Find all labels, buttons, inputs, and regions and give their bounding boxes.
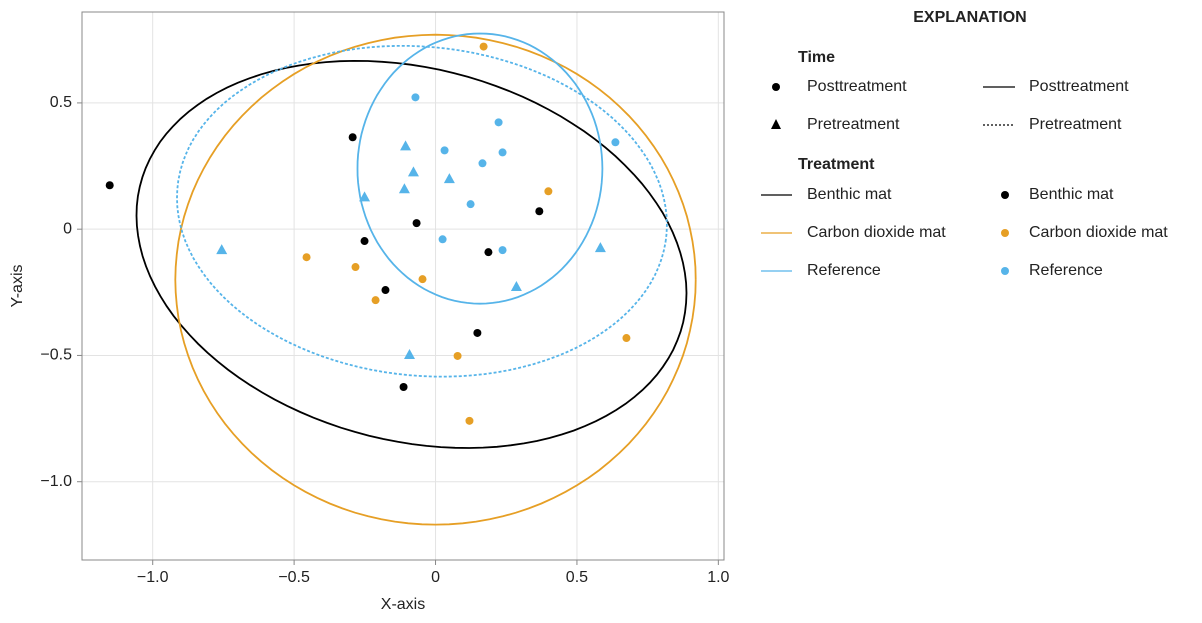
point: [544, 187, 553, 196]
legend-label: Benthic mat: [1029, 186, 1114, 203]
point: [611, 138, 620, 147]
legend-label: Reference: [807, 262, 881, 279]
triangle-marker: [398, 183, 410, 194]
legend-marker: [771, 119, 781, 129]
y-tick-label: −0.5: [40, 347, 72, 364]
plot-frame: [81, 11, 725, 561]
triangle-marker: [443, 173, 455, 184]
point: [484, 248, 493, 257]
legend-label: Posttreatment: [1029, 78, 1129, 95]
triangle-marker: [216, 244, 228, 255]
point: [411, 93, 420, 102]
y-tick-label: 0.5: [50, 94, 72, 111]
point: [465, 416, 474, 425]
ellipse: [176, 45, 668, 378]
legend-marker: [1001, 267, 1009, 275]
x-tick-label: 0.5: [566, 569, 588, 586]
legend-section-title: Treatment: [798, 156, 875, 173]
legend-label: Carbon dioxide mat: [1029, 224, 1168, 241]
legend-marker: [1001, 229, 1009, 237]
point: [399, 383, 408, 392]
plot-background: [82, 12, 724, 560]
point: [412, 219, 421, 228]
triangle-marker: [594, 242, 606, 253]
point: [440, 146, 449, 155]
legend-label: Pretreatment: [807, 116, 900, 133]
x-axis-label: X-axis: [381, 596, 425, 613]
legend-title: EXPLANATION: [913, 9, 1026, 26]
point: [348, 133, 357, 142]
ellipse: [174, 33, 697, 526]
triangle-marker: [404, 348, 416, 359]
x-tick-label: 0: [431, 569, 440, 586]
point: [479, 42, 488, 51]
legend-label: Carbon dioxide mat: [807, 224, 946, 241]
legend-label: Benthic mat: [807, 186, 892, 203]
point: [105, 181, 114, 190]
point: [498, 148, 507, 157]
point: [381, 286, 390, 295]
point: [438, 235, 447, 244]
legend-label: Reference: [1029, 262, 1103, 279]
point: [302, 253, 311, 262]
point: [453, 351, 462, 360]
legend-label: Posttreatment: [807, 78, 907, 95]
y-axis-label: Y-axis: [9, 265, 26, 308]
point: [478, 159, 487, 168]
plot-area: [82, 12, 724, 560]
point: [473, 328, 482, 337]
triangle-marker: [400, 140, 412, 151]
x-tick-label: 1.0: [707, 569, 729, 586]
point: [418, 275, 427, 284]
triangle-marker: [407, 166, 419, 177]
point: [498, 246, 507, 255]
point: [622, 334, 631, 343]
legend-marker: [772, 83, 780, 91]
point: [466, 200, 475, 209]
y-tick-label: −1.0: [40, 473, 72, 490]
legend-section-title: Time: [798, 49, 835, 66]
ellipse: [135, 59, 688, 449]
point: [360, 237, 369, 246]
triangle-marker: [510, 281, 522, 292]
y-tick-label: 0: [63, 220, 72, 237]
point: [535, 207, 544, 216]
x-tick-label: −1.0: [137, 569, 169, 586]
legend-label: Pretreatment: [1029, 116, 1122, 133]
point: [494, 118, 503, 127]
point: [371, 296, 380, 305]
ellipse: [356, 32, 604, 305]
triangle-marker: [359, 191, 371, 202]
point: [351, 263, 360, 272]
x-tick-label: −0.5: [278, 569, 310, 586]
legend-marker: [1001, 191, 1009, 199]
